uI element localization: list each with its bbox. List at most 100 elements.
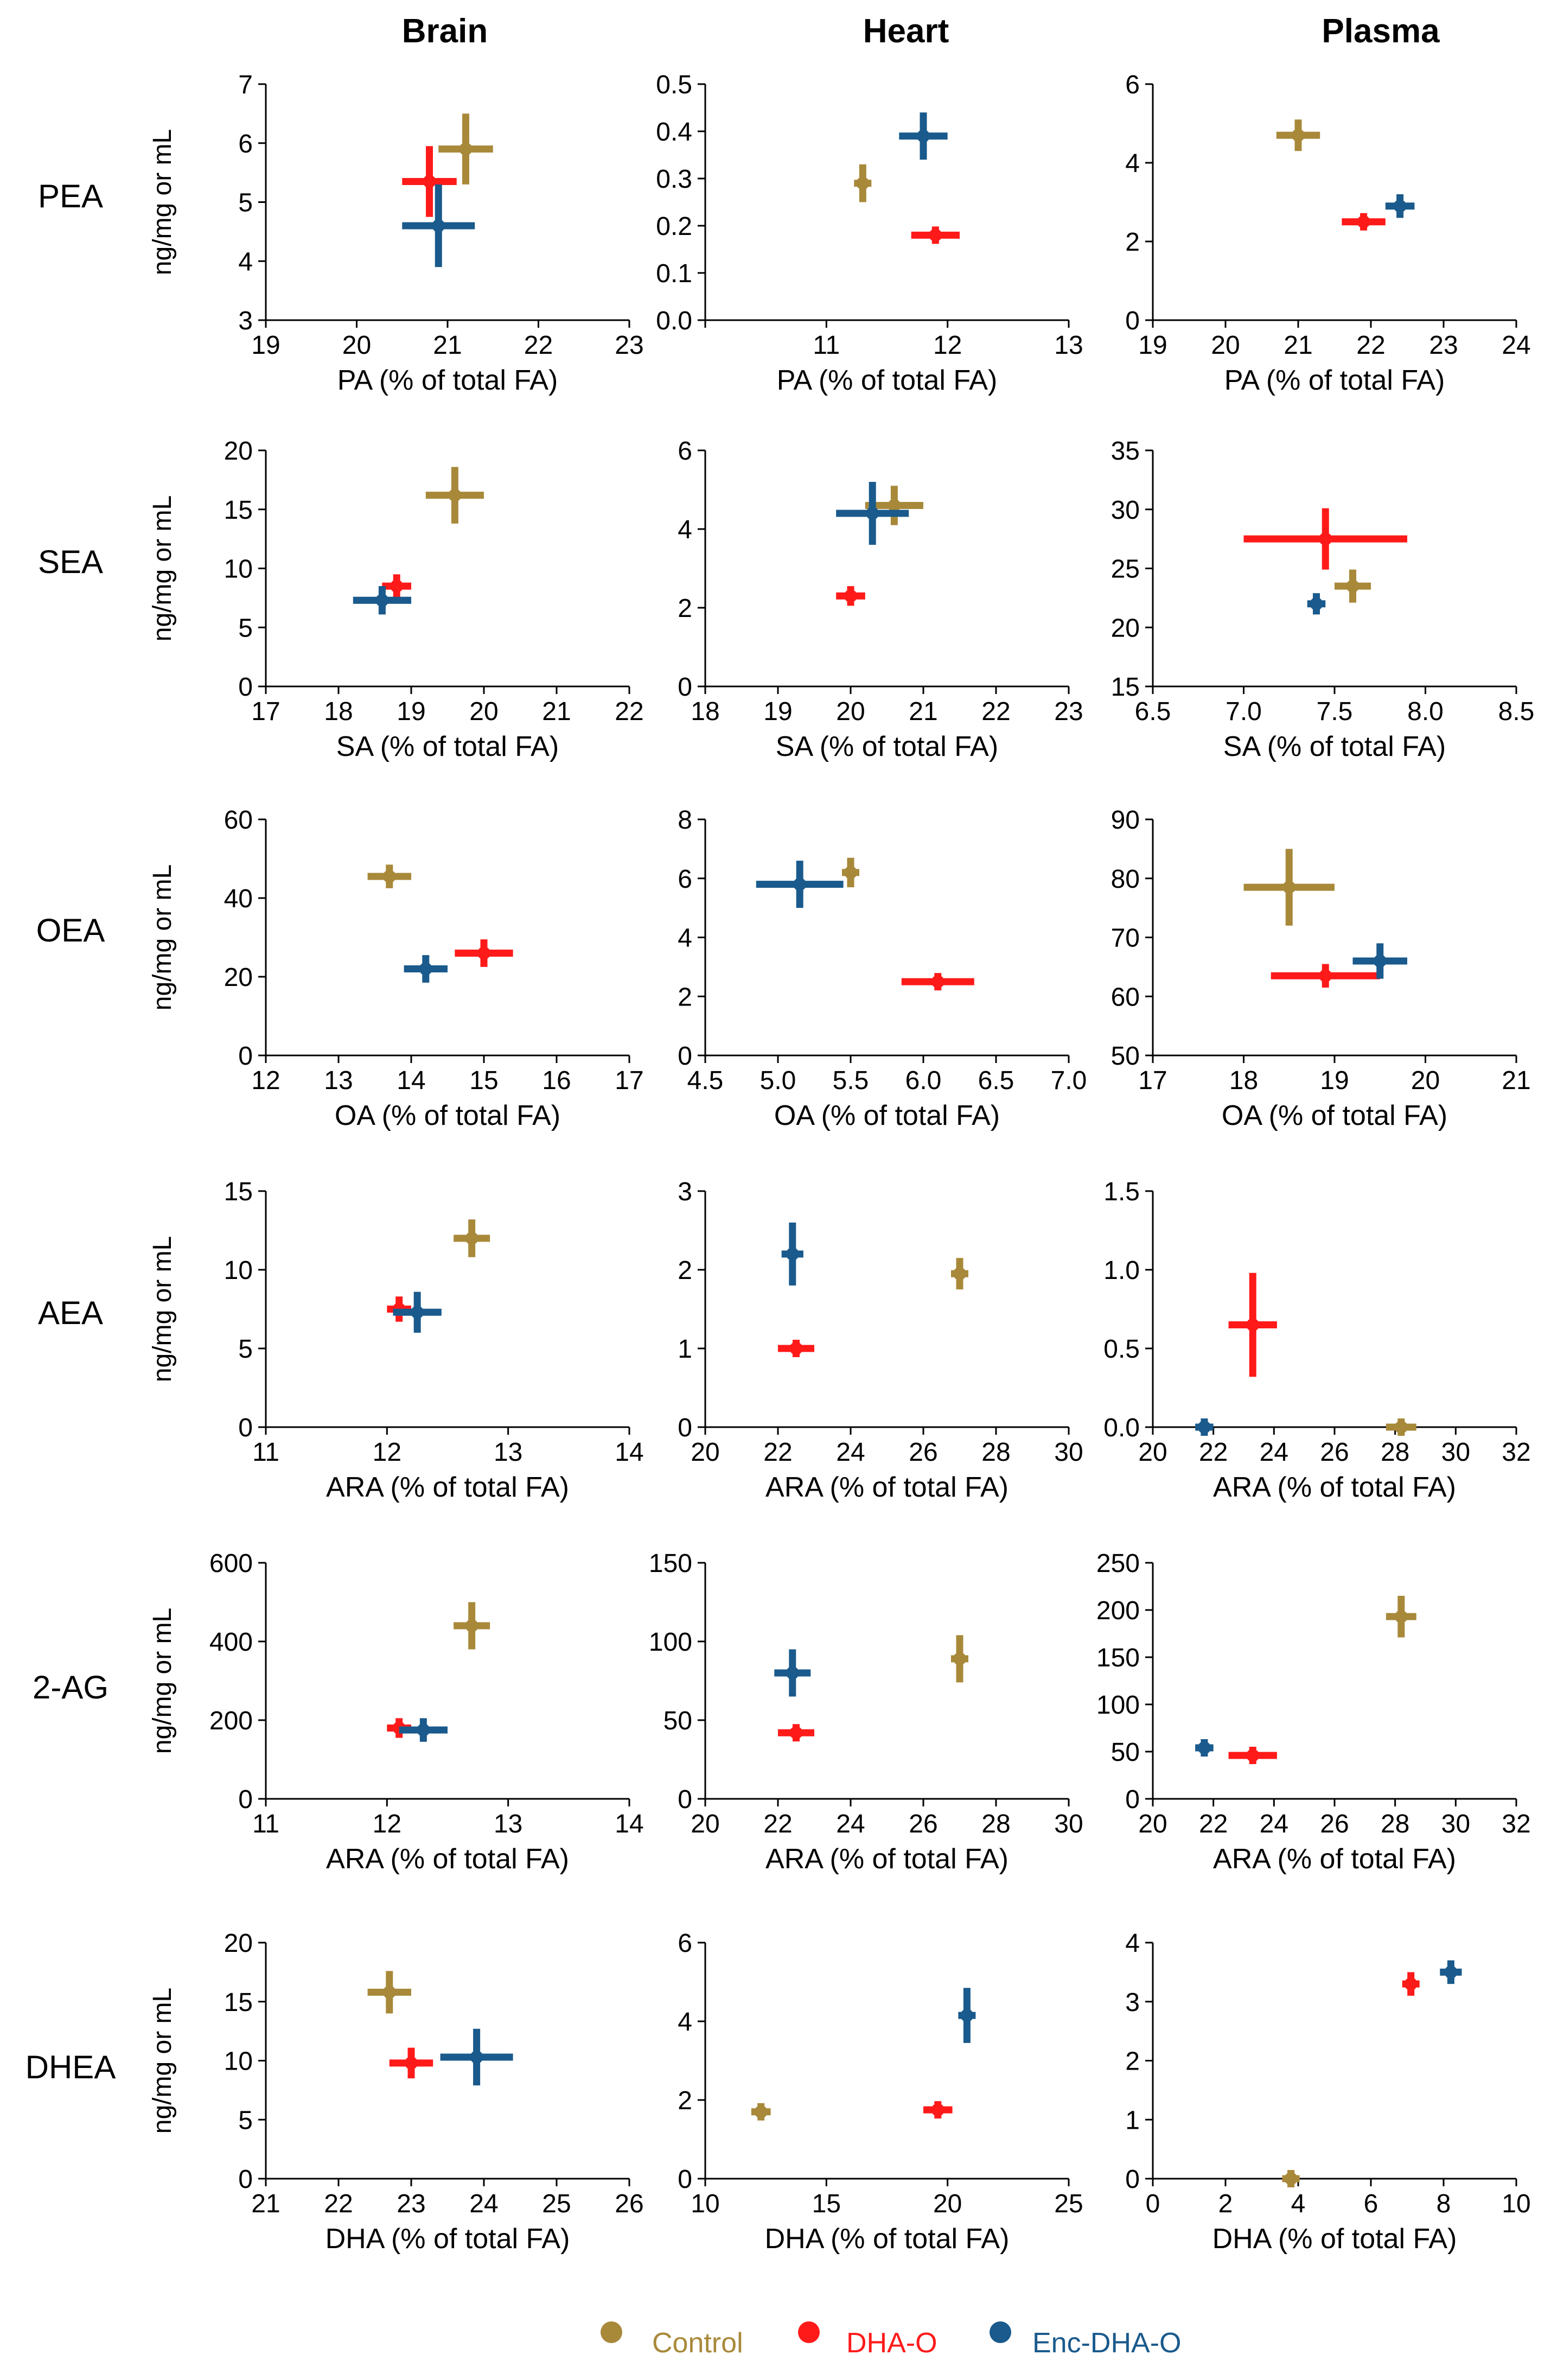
x-axis-label: ARA (% of total FA)	[765, 1843, 1009, 1875]
y-tick-label: 35	[1111, 437, 1140, 466]
marker-control	[454, 1602, 490, 1650]
x-tick-label: 19	[763, 697, 792, 726]
y-tick-label: 0	[238, 2165, 253, 2194]
marker-dha-o	[1402, 1972, 1420, 1996]
data-point-control	[1346, 580, 1359, 593]
y-axis-label: ng/mg or mL	[148, 1608, 177, 1754]
y-tick-label: 0	[238, 1785, 253, 1814]
x-tick-label: 22	[1199, 1810, 1228, 1838]
y-tick-label: 0	[678, 2165, 692, 2194]
y-tick-label: 15	[224, 1988, 253, 2017]
y-tick-label: 20	[1111, 614, 1140, 642]
panel-sea-plasma: 6.5 7.0 7.5 8.0 8.5 15 20 25 30 35 SA (% of total …	[1111, 437, 1535, 762]
y-tick-label: 0	[238, 1042, 253, 1071]
x-tick-label: 20	[1138, 1438, 1167, 1467]
y-tick-label: 0.4	[656, 118, 692, 147]
marker-enc-dha-o	[774, 1649, 811, 1697]
x-axis-label: SA (% of total FA)	[1223, 731, 1446, 762]
data-point-enc-dha-o	[1310, 597, 1323, 610]
x-tick-label: 6.0	[905, 1066, 942, 1095]
x-tick-label: 22	[763, 1810, 792, 1838]
marker-enc-dha-o	[836, 482, 909, 545]
data-point-enc-dha-o	[470, 2050, 483, 2064]
x-tick-label: 11	[813, 331, 840, 360]
marker-enc-dha-o	[404, 955, 448, 983]
marker-enc-dha-o	[393, 1291, 442, 1333]
y-tick-label: 0	[678, 1785, 692, 1814]
x-tick-label: 32	[1502, 1438, 1530, 1467]
x-axis-label: PA (% of total FA)	[1224, 365, 1445, 396]
x-tick-label: 28	[981, 1810, 1010, 1838]
y-tick-label: 0	[678, 1042, 692, 1071]
x-tick-label: 6.5	[978, 1066, 1014, 1095]
x-tick-label: 8	[1437, 2190, 1451, 2218]
x-tick-label: 23	[1054, 697, 1083, 726]
data-point-dha-o	[405, 2056, 418, 2070]
x-tick-label: 4	[1291, 2190, 1306, 2218]
y-tick-label: 4	[678, 516, 692, 544]
legend: Control DHA-O Enc-DHA-O	[601, 2321, 1181, 2359]
data-point-dha-o	[390, 580, 404, 593]
y-tick-label: 2	[1125, 2047, 1140, 2076]
data-point-dha-o	[1319, 969, 1332, 983]
marker-dha-o	[389, 2047, 433, 2079]
x-axis-label: ARA (% of total FA)	[1213, 1843, 1456, 1875]
x-tick-label: 21	[433, 331, 462, 360]
y-tick-label: 15	[1111, 673, 1140, 702]
y-tick-label: 40	[224, 884, 253, 913]
y-tick-label: 4	[678, 924, 692, 953]
x-tick-label: 21	[542, 697, 571, 726]
x-axis-label: OA (% of total FA)	[335, 1100, 560, 1131]
x-axis-label: ARA (% of total FA)	[1213, 1472, 1456, 1503]
y-tick-label: 10	[224, 555, 253, 584]
data-point-dha-o	[929, 228, 942, 242]
marker-control	[1276, 119, 1320, 151]
x-tick-label: 22	[763, 1438, 792, 1467]
legend-marker-dha-o	[798, 2321, 820, 2343]
x-tick-label: 28	[1381, 1438, 1409, 1467]
data-point-control	[382, 1986, 396, 1999]
data-point-enc-dha-o	[417, 1723, 430, 1737]
y-tick-label: 150	[1096, 1644, 1140, 1672]
y-tick-label: 50	[1111, 1738, 1140, 1767]
y-tick-label: 8	[678, 806, 692, 835]
marker-enc-dha-o	[1385, 194, 1415, 218]
y-tick-label: 1.0	[1103, 1256, 1140, 1285]
y-tick-label: 0.3	[656, 165, 692, 194]
y-tick-label: 10	[224, 1256, 253, 1285]
panel-dhea-brain: 21 22 23 24 25 26 0 5 10 15 20 DHA (% of total FA) n…	[148, 1929, 644, 2255]
x-tick-label: 20	[691, 1810, 719, 1838]
data-point-dha-o	[1246, 1748, 1260, 1762]
x-tick-label: 14	[397, 1066, 425, 1095]
y-tick-label: 0	[1125, 307, 1140, 335]
y-tick-label: 0	[1125, 2165, 1140, 2194]
x-tick-label: 6	[1364, 2190, 1378, 2218]
marker-enc-dha-o	[1195, 1739, 1214, 1757]
data-point-enc-dha-o	[1197, 1741, 1211, 1755]
x-tick-label: 13	[494, 1438, 522, 1467]
x-tick-label: 11	[252, 1438, 279, 1467]
y-tick-label: 15	[224, 1178, 253, 1206]
y-tick-label: 60	[1111, 983, 1140, 1011]
x-tick-label: 26	[909, 1810, 937, 1838]
data-point-enc-dha-o	[786, 1666, 799, 1679]
y-tick-label: 70	[1111, 924, 1140, 953]
x-tick-label: 30	[1441, 1810, 1470, 1838]
y-tick-label: 0	[678, 673, 692, 702]
y-tick-label: 4	[238, 247, 253, 276]
x-tick-label: 13	[494, 1810, 522, 1838]
x-tick-label: 11	[252, 1810, 279, 1838]
y-tick-label: 0	[678, 1414, 692, 1442]
x-axis-label: DHA (% of total FA)	[1212, 2223, 1457, 2255]
x-tick-label: 24	[836, 1810, 865, 1838]
y-tick-label: 3	[678, 1178, 692, 1206]
y-tick-label: 5	[238, 189, 253, 218]
y-tick-label: 3	[238, 307, 253, 335]
y-tick-label: 3	[1125, 1988, 1140, 2017]
x-tick-label: 25	[1054, 2190, 1083, 2218]
y-tick-label: 200	[1096, 1596, 1140, 1625]
marker-control	[1386, 1595, 1416, 1638]
data-point-dha-o	[789, 1342, 803, 1355]
